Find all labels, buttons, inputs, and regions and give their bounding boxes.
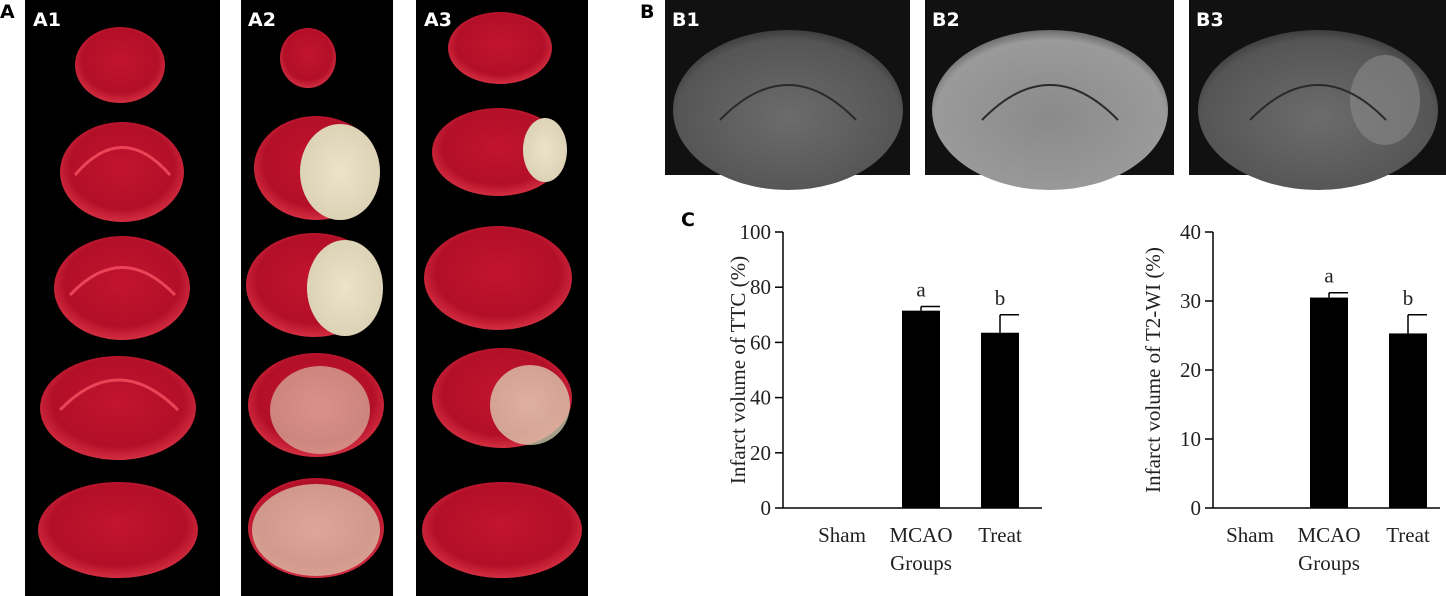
x-tick-label: Sham	[1226, 523, 1274, 547]
x-tick-label: MCAO	[889, 523, 952, 547]
panel-label: A2	[248, 9, 276, 31]
significance-label: b	[1403, 286, 1414, 310]
panel-label: B2	[932, 9, 960, 31]
bar	[1310, 297, 1348, 508]
y-axis-label: Infarct volume of T2-WI (%)	[1141, 247, 1165, 493]
y-tick-label: 20	[1180, 358, 1201, 382]
mri-images	[665, 0, 1446, 190]
panel-label: A	[0, 1, 15, 23]
x-tick-label: Treat	[1386, 523, 1430, 547]
x-axis-label: Groups	[890, 551, 952, 575]
bar	[981, 332, 1019, 508]
y-tick-label: 0	[761, 496, 772, 520]
bar	[902, 310, 940, 508]
panel-label: C	[681, 209, 695, 231]
y-tick-label: 60	[750, 330, 771, 354]
significance-label: b	[995, 286, 1006, 310]
x-axis-label: Groups	[1298, 551, 1360, 575]
y-tick-label: 0	[1191, 496, 1202, 520]
ttc-photos	[25, 0, 588, 596]
significance-label: a	[1324, 264, 1334, 288]
x-tick-label: MCAO	[1297, 523, 1360, 547]
x-tick-label: Sham	[818, 523, 866, 547]
significance-label: a	[916, 278, 926, 302]
y-tick-label: 100	[740, 220, 772, 244]
bar	[1389, 333, 1427, 508]
y-tick-label: 30	[1180, 289, 1201, 313]
panel-label: A1	[33, 9, 61, 31]
panel-label: A3	[424, 9, 452, 31]
y-tick-label: 80	[750, 275, 771, 299]
y-tick-label: 20	[750, 441, 771, 465]
panel-label: B1	[672, 9, 700, 31]
y-tick-label: 40	[750, 386, 771, 410]
y-axis-label: Infarct volume of TTC (%)	[726, 256, 750, 484]
y-tick-label: 40	[1180, 220, 1201, 244]
x-tick-label: Treat	[978, 523, 1022, 547]
y-tick-label: 10	[1180, 427, 1201, 451]
panel-label: B	[640, 1, 654, 23]
panel-label: B3	[1196, 9, 1224, 31]
